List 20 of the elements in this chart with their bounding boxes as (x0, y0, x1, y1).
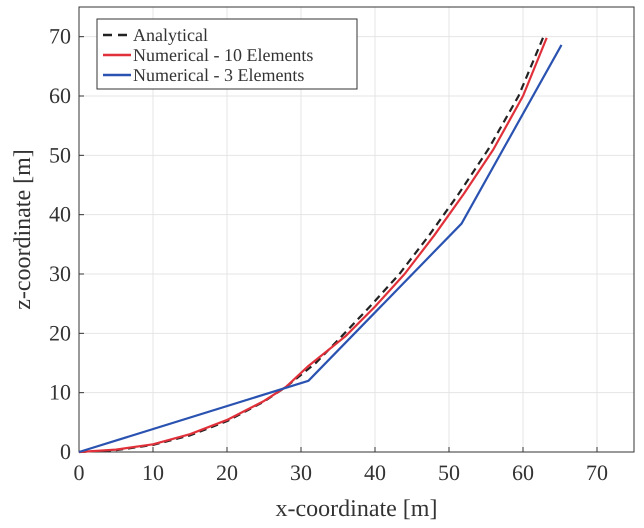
y-tick-label: 30 (49, 261, 71, 286)
y-tick-label: 70 (49, 24, 71, 49)
x-tick-label: 40 (364, 460, 386, 485)
y-tick-label: 40 (49, 202, 71, 227)
y-tick-label: 50 (49, 142, 71, 168)
x-tick-label: 30 (290, 460, 312, 485)
x-axis-title: x-coordinate [m] (276, 496, 438, 522)
x-tick-label: 20 (216, 460, 238, 485)
y-tick-label: 10 (49, 380, 71, 405)
y-axis-title: z-coordinate [m] (10, 149, 36, 310)
y-tick-label: 60 (49, 83, 71, 108)
x-tick-label: 50 (438, 460, 460, 485)
legend-label: Analytical (133, 25, 208, 45)
legend-label: Numerical - 10 Elements (133, 45, 314, 65)
y-tick-label: 20 (49, 320, 71, 346)
legend-label: Numerical - 3 Elements (133, 65, 304, 85)
x-tick-label: 10 (142, 460, 164, 485)
y-tick-label: 0 (60, 439, 71, 464)
x-tick-label: 60 (512, 460, 534, 485)
x-tick-label: 70 (586, 460, 608, 485)
